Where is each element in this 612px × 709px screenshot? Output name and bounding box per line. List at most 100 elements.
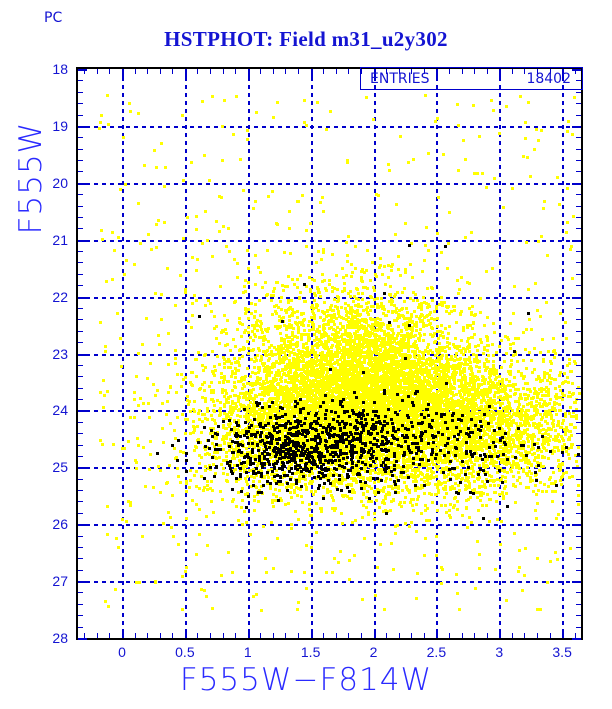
x-axis-tick-label: 2.5 xyxy=(427,644,446,660)
x-axis-tick xyxy=(323,633,324,638)
x-axis-tick-top xyxy=(122,69,124,78)
y-axis-tick xyxy=(78,627,83,628)
y-axis-tick xyxy=(78,490,83,491)
y-axis-tick xyxy=(78,365,83,366)
x-axis-tick xyxy=(248,629,250,638)
x-axis-tick xyxy=(436,629,438,638)
y-axis-tick xyxy=(78,217,83,218)
y-axis-tick-right xyxy=(576,274,581,275)
y-axis-tick-right xyxy=(576,206,581,207)
x-axis-tick-top xyxy=(311,69,313,78)
y-axis-tick xyxy=(78,92,83,93)
x-axis-tick-top xyxy=(223,69,224,74)
y-axis-title: F555W xyxy=(13,98,49,258)
y-axis-tick-right xyxy=(576,228,581,229)
y-axis-tick-label: 27 xyxy=(34,573,68,589)
x-axis-tick xyxy=(298,633,299,638)
x-axis-tick xyxy=(524,633,525,638)
legend-entries-label: ENTRIES xyxy=(370,71,429,87)
y-axis-tick-right xyxy=(576,376,581,377)
y-axis-tick-right xyxy=(572,467,581,469)
x-axis-tick xyxy=(512,633,513,638)
x-axis-tick xyxy=(210,633,211,638)
y-axis-tick-right xyxy=(576,251,581,252)
y-axis-tick-right xyxy=(576,285,581,286)
x-axis-tick-top xyxy=(160,69,161,74)
y-axis-tick-right xyxy=(576,115,581,116)
y-axis-tick xyxy=(78,274,83,275)
y-axis-tick xyxy=(78,80,83,81)
y-axis-tick-right xyxy=(576,160,581,161)
x-axis-tick xyxy=(235,633,236,638)
y-axis-tick-right xyxy=(572,410,581,412)
y-axis-tick xyxy=(78,592,83,593)
y-axis-tick xyxy=(78,285,83,286)
x-axis-tick xyxy=(550,633,551,638)
y-axis-tick-label: 22 xyxy=(34,289,68,305)
x-axis-tick xyxy=(260,633,261,638)
y-axis-tick xyxy=(78,376,83,377)
y-axis-tick xyxy=(78,536,83,537)
x-axis-tick xyxy=(411,633,412,638)
y-axis-tick-right xyxy=(576,445,581,446)
x-axis-tick-label: 0.5 xyxy=(175,644,194,660)
y-axis-tick-right xyxy=(576,433,581,434)
y-axis-tick-right xyxy=(572,240,581,242)
x-axis-tick xyxy=(311,629,313,638)
y-axis-tick xyxy=(78,228,83,229)
y-axis-tick xyxy=(78,445,83,446)
y-axis-tick xyxy=(78,69,87,71)
chart-title: HSTPHOT: Field m31_u2y302 xyxy=(0,27,612,52)
y-axis-tick xyxy=(78,456,83,457)
x-axis-tick-top xyxy=(298,69,299,74)
y-axis-tick-right xyxy=(576,615,581,616)
y-axis-tick xyxy=(78,467,87,469)
x-axis-tick xyxy=(223,633,224,638)
y-axis-tick-right xyxy=(572,638,581,640)
x-axis-tick-top xyxy=(260,69,261,74)
y-axis-tick xyxy=(78,354,87,356)
x-axis-tick xyxy=(462,633,463,638)
x-axis-tick-top xyxy=(248,69,250,78)
x-axis-tick xyxy=(424,633,425,638)
x-axis-tick xyxy=(147,633,148,638)
y-axis-tick xyxy=(78,638,87,640)
y-axis-tick xyxy=(78,615,83,616)
y-axis-tick-right xyxy=(576,536,581,537)
y-axis-tick-right xyxy=(576,137,581,138)
y-axis-tick xyxy=(78,160,83,161)
x-axis-tick xyxy=(562,629,564,638)
x-axis-tick-label: 2 xyxy=(370,644,378,660)
panel-label: PC xyxy=(44,10,62,26)
y-axis-tick xyxy=(78,319,83,320)
x-axis-tick-top xyxy=(109,69,110,74)
y-axis-tick-right xyxy=(576,456,581,457)
y-axis-tick xyxy=(78,149,83,150)
x-axis-tick-top xyxy=(210,69,211,74)
y-axis-tick-right xyxy=(576,490,581,491)
x-axis-tick-label: 1.5 xyxy=(301,644,320,660)
y-axis-tick xyxy=(78,171,83,172)
y-axis-tick-label: 23 xyxy=(34,346,68,362)
x-axis-tick xyxy=(273,633,274,638)
scatter-points xyxy=(78,69,581,638)
x-axis-tick xyxy=(361,633,362,638)
x-axis-tick xyxy=(348,633,349,638)
y-axis-tick-right xyxy=(576,570,581,571)
plot-frame xyxy=(76,67,583,640)
plot-area xyxy=(78,69,581,638)
x-axis-tick xyxy=(97,633,98,638)
y-axis-tick xyxy=(78,558,83,559)
x-axis-tick-label: 3 xyxy=(495,644,503,660)
y-axis-tick-right xyxy=(572,126,581,128)
x-axis-tick xyxy=(537,633,538,638)
x-axis-tick-top xyxy=(285,69,286,74)
y-axis-tick-right xyxy=(576,308,581,309)
y-axis-tick-right xyxy=(576,331,581,332)
y-axis-tick xyxy=(78,297,87,299)
y-axis-tick-right xyxy=(576,92,581,93)
y-axis-tick xyxy=(78,342,83,343)
y-axis-tick-right xyxy=(576,319,581,320)
y-axis-tick xyxy=(78,240,87,242)
y-axis-tick-right xyxy=(572,354,581,356)
